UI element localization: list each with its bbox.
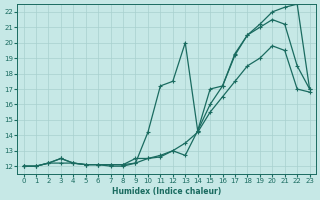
X-axis label: Humidex (Indice chaleur): Humidex (Indice chaleur) (112, 187, 221, 196)
